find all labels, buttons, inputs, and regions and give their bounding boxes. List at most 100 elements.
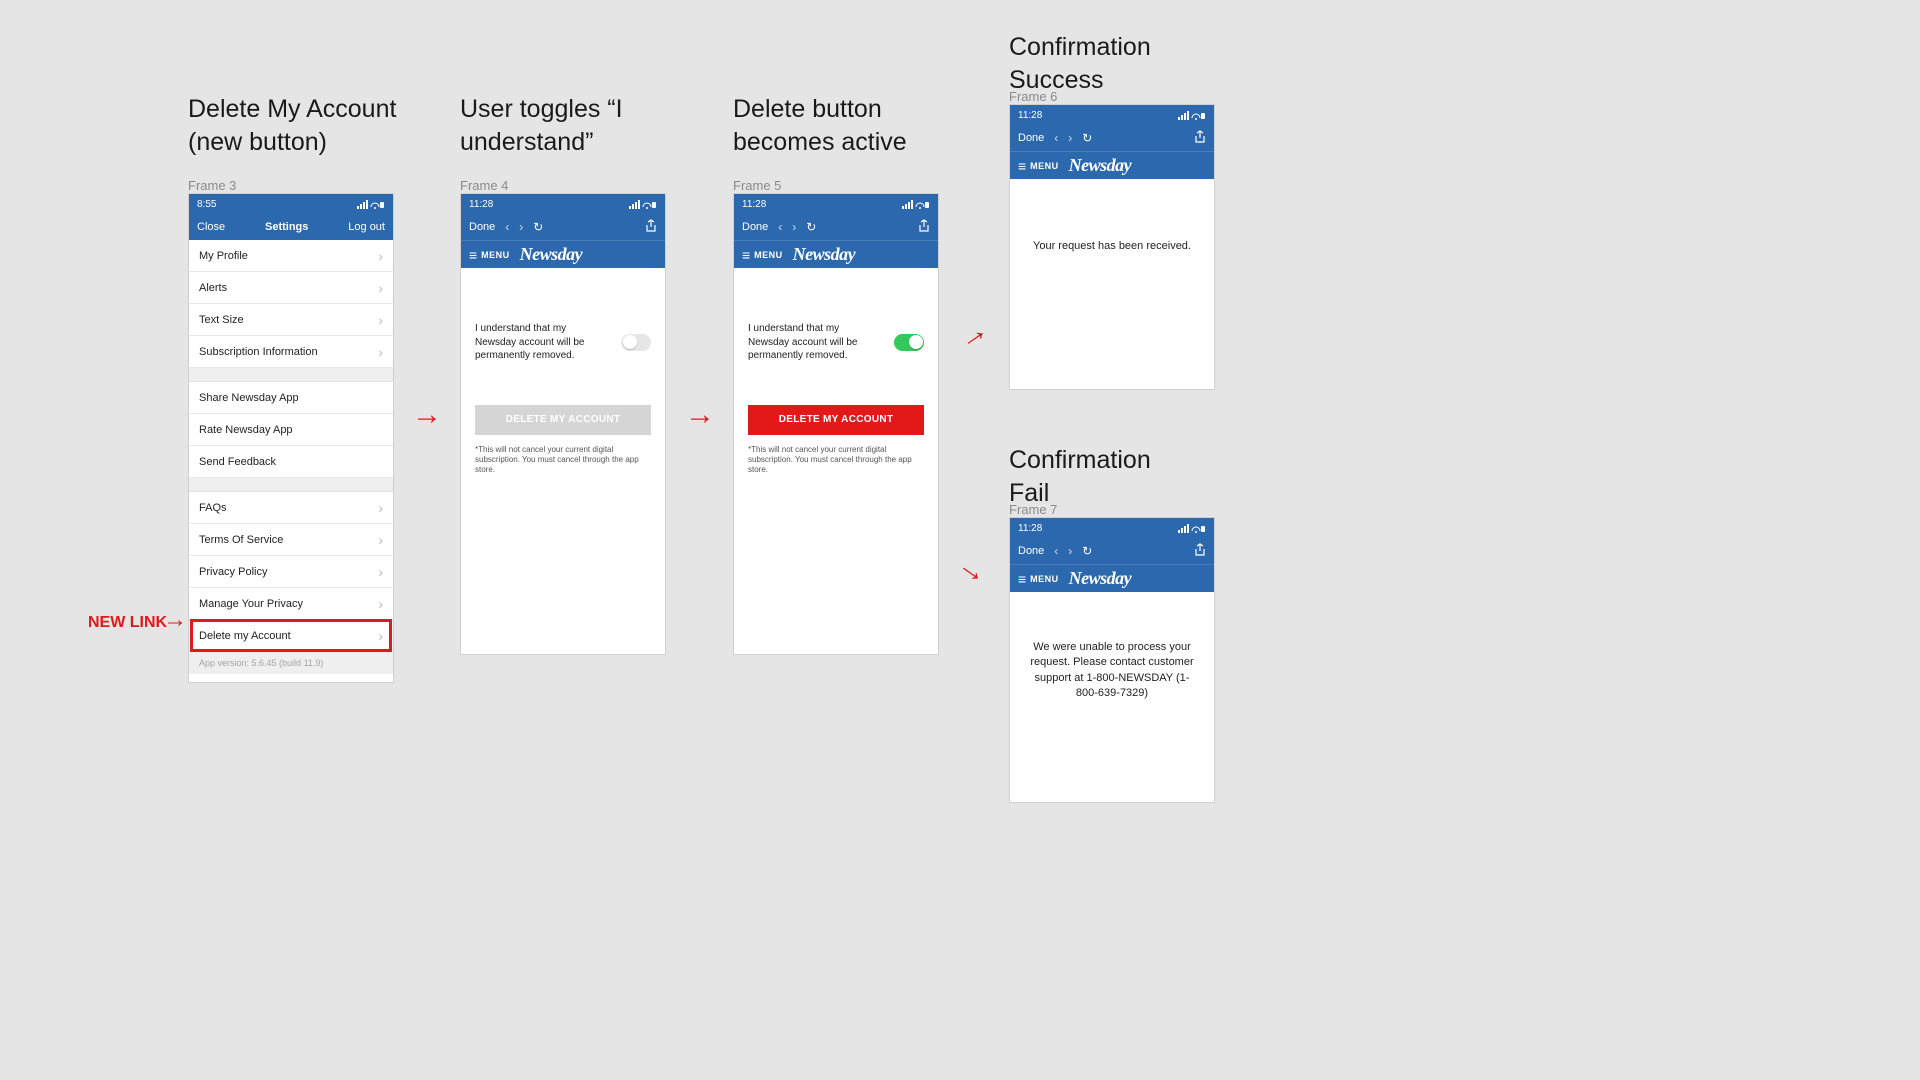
chevron-right-icon: › bbox=[378, 248, 383, 264]
settings-row-share-app[interactable]: Share Newsday App bbox=[189, 382, 393, 414]
back-icon[interactable]: ‹ bbox=[1054, 544, 1058, 558]
settings-group-3: FAQs› Terms Of Service› Privacy Policy› … bbox=[189, 492, 393, 652]
delete-account-button[interactable]: DELETE MY ACCOUNT bbox=[748, 405, 924, 435]
status-bar: 11:28 bbox=[1010, 518, 1214, 538]
hamburger-icon[interactable]: ≡ bbox=[469, 247, 477, 263]
frame-label-4: Frame 4 bbox=[460, 178, 508, 193]
consent-toggle[interactable] bbox=[621, 334, 651, 351]
settings-row-manage-privacy[interactable]: Manage Your Privacy› bbox=[189, 588, 393, 620]
disclaimer-text: *This will not cancel your current digit… bbox=[475, 445, 651, 476]
consent-text: I understand that my Newsday account wil… bbox=[475, 322, 595, 363]
chevron-right-icon: › bbox=[378, 312, 383, 328]
refresh-icon[interactable]: ↻ bbox=[533, 220, 543, 234]
share-icon[interactable] bbox=[645, 219, 657, 236]
settings-group-2: Share Newsday App Rate Newsday App Send … bbox=[189, 382, 393, 478]
nav-bar: Close Settings Log out bbox=[189, 214, 393, 240]
webview-toolbar: Done ‹ › ↻ bbox=[1010, 538, 1214, 564]
refresh-icon[interactable]: ↻ bbox=[1082, 131, 1092, 145]
status-bar: 11:28 bbox=[1010, 105, 1214, 125]
share-icon[interactable] bbox=[1194, 130, 1206, 147]
status-time: 8:55 bbox=[197, 199, 216, 210]
status-indicators-icon bbox=[629, 200, 657, 209]
hamburger-icon[interactable]: ≡ bbox=[1018, 571, 1026, 587]
hamburger-icon[interactable]: ≡ bbox=[1018, 158, 1026, 174]
back-icon[interactable]: ‹ bbox=[778, 220, 782, 234]
arrow-3-to-4: → bbox=[412, 400, 442, 430]
frame-3-settings: 8:55 Close Settings Log out My Profile› … bbox=[188, 193, 394, 683]
frame-5-toggle-on: 11:28 Done ‹ › ↻ ≡ MENU Newsday I unders… bbox=[733, 193, 939, 655]
settings-row-send-feedback[interactable]: Send Feedback bbox=[189, 446, 393, 478]
app-version-label: App version: 5.6.45 (build 11.9) bbox=[189, 652, 393, 674]
brand-logo[interactable]: Newsday bbox=[1069, 155, 1132, 176]
frame-label-6: Frame 6 bbox=[1009, 89, 1057, 104]
share-icon[interactable] bbox=[918, 219, 930, 236]
chevron-right-icon: › bbox=[378, 500, 383, 516]
title-frame3: Delete My Account(new button) bbox=[188, 93, 396, 158]
title-frame6: ConfirmationSuccess bbox=[1009, 31, 1151, 96]
brand-logo[interactable]: Newsday bbox=[1069, 568, 1132, 589]
settings-row-rate-app[interactable]: Rate Newsday App bbox=[189, 414, 393, 446]
settings-row-subscription-info[interactable]: Subscription Information› bbox=[189, 336, 393, 368]
settings-row-delete-account[interactable]: Delete my Account› bbox=[189, 620, 393, 652]
frame-label-5: Frame 5 bbox=[733, 178, 781, 193]
title-frame5: Delete buttonbecomes active bbox=[733, 93, 907, 158]
frame-label-7: Frame 7 bbox=[1009, 502, 1057, 517]
close-button[interactable]: Close bbox=[197, 221, 225, 233]
done-button[interactable]: Done bbox=[1018, 545, 1044, 557]
site-menu-bar: ≡ MENU Newsday bbox=[1010, 564, 1214, 592]
webview-toolbar: Done ‹ › ↻ bbox=[461, 214, 665, 240]
hamburger-icon[interactable]: ≡ bbox=[742, 247, 750, 263]
frame-label-3: Frame 3 bbox=[188, 178, 236, 193]
done-button[interactable]: Done bbox=[742, 221, 768, 233]
chevron-right-icon: › bbox=[378, 596, 383, 612]
menu-label[interactable]: MENU bbox=[1030, 574, 1059, 584]
status-time: 11:28 bbox=[469, 199, 493, 210]
consent-text: I understand that my Newsday account wil… bbox=[748, 322, 868, 363]
arrow-5-to-7: → bbox=[952, 549, 994, 591]
forward-icon[interactable]: › bbox=[1068, 131, 1072, 145]
nav-title: Settings bbox=[265, 221, 308, 233]
settings-row-privacy-policy[interactable]: Privacy Policy› bbox=[189, 556, 393, 588]
status-indicators-icon bbox=[1178, 111, 1206, 120]
status-bar: 8:55 bbox=[189, 194, 393, 214]
status-time: 11:28 bbox=[1018, 110, 1042, 121]
status-indicators-icon bbox=[357, 200, 385, 209]
status-bar: 11:28 bbox=[734, 194, 938, 214]
settings-row-terms[interactable]: Terms Of Service› bbox=[189, 524, 393, 556]
brand-logo[interactable]: Newsday bbox=[793, 244, 856, 265]
chevron-right-icon: › bbox=[378, 532, 383, 548]
arrow-newlink: → bbox=[163, 608, 187, 632]
refresh-icon[interactable]: ↻ bbox=[806, 220, 816, 234]
confirmation-success-text: Your request has been received. bbox=[1010, 179, 1214, 254]
back-icon[interactable]: ‹ bbox=[505, 220, 509, 234]
brand-logo[interactable]: Newsday bbox=[520, 244, 583, 265]
menu-label[interactable]: MENU bbox=[481, 250, 510, 260]
done-button[interactable]: Done bbox=[1018, 132, 1044, 144]
arrow-5-to-6: → bbox=[952, 314, 994, 356]
forward-icon[interactable]: › bbox=[1068, 544, 1072, 558]
menu-label[interactable]: MENU bbox=[754, 250, 783, 260]
forward-icon[interactable]: › bbox=[792, 220, 796, 234]
disclaimer-text: *This will not cancel your current digit… bbox=[748, 445, 924, 476]
settings-row-faqs[interactable]: FAQs› bbox=[189, 492, 393, 524]
settings-row-my-profile[interactable]: My Profile› bbox=[189, 240, 393, 272]
webview-toolbar: Done ‹ › ↻ bbox=[1010, 125, 1214, 151]
chevron-right-icon: › bbox=[378, 628, 383, 644]
logout-button[interactable]: Log out bbox=[348, 221, 385, 233]
share-icon[interactable] bbox=[1194, 543, 1206, 560]
forward-icon[interactable]: › bbox=[519, 220, 523, 234]
settings-row-alerts[interactable]: Alerts› bbox=[189, 272, 393, 304]
back-icon[interactable]: ‹ bbox=[1054, 131, 1058, 145]
settings-row-text-size[interactable]: Text Size› bbox=[189, 304, 393, 336]
status-indicators-icon bbox=[902, 200, 930, 209]
webview-toolbar: Done ‹ › ↻ bbox=[734, 214, 938, 240]
chevron-right-icon: › bbox=[378, 280, 383, 296]
menu-label[interactable]: MENU bbox=[1030, 161, 1059, 171]
consent-toggle[interactable] bbox=[894, 334, 924, 351]
site-menu-bar: ≡ MENU Newsday bbox=[734, 240, 938, 268]
chevron-right-icon: › bbox=[378, 564, 383, 580]
frame-7-fail: 11:28 Done ‹ › ↻ ≡ MENU Newsday We were … bbox=[1009, 517, 1215, 803]
site-menu-bar: ≡ MENU Newsday bbox=[461, 240, 665, 268]
refresh-icon[interactable]: ↻ bbox=[1082, 544, 1092, 558]
done-button[interactable]: Done bbox=[469, 221, 495, 233]
